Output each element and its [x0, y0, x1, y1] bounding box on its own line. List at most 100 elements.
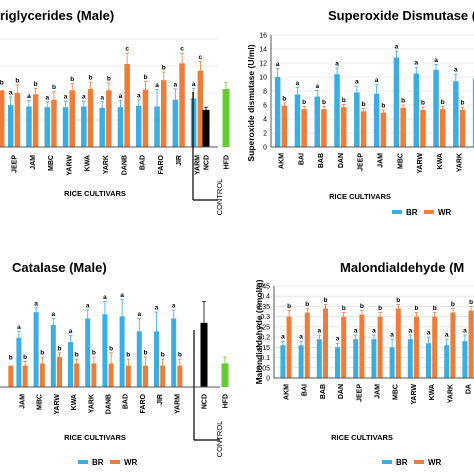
tg-bar-br-yarm — [190, 98, 197, 147]
tg-bar-wr-yark — [106, 90, 112, 147]
mda-legend-label-wr: WR — [428, 458, 442, 467]
tg-bar-br-jeep — [7, 105, 14, 147]
tg-x-tick-bad: BAD — [140, 155, 147, 170]
sod-br-akm-sig-letter: a — [276, 61, 280, 68]
cat-wr-jam-sig-letter: b — [23, 354, 27, 361]
mda-wr-bab-sig-letter: b — [324, 297, 328, 304]
mda-x-tick-kwa: KWA — [429, 384, 436, 400]
tg-bar-wr-jir — [179, 63, 185, 147]
cat-x-tick-jir: JIR — [157, 394, 164, 405]
tg-wr-jam-sig-letter: b — [34, 81, 38, 88]
mda-y-tick-label: 0.45 — [256, 284, 270, 291]
tg-br-kwa-sig-letter: a — [82, 94, 86, 101]
tg-x-tick-kwa: KWA — [85, 155, 92, 171]
cat-br-faro-sig-letter: a — [137, 311, 141, 318]
tg-bar-br-faro — [154, 106, 160, 147]
tg-bar-br-danb — [117, 107, 124, 147]
sod-wr-yarw-sig-letter: b — [421, 100, 425, 107]
mda-legend: BR WR — [382, 458, 442, 467]
tg-bar-wr-kwa — [87, 88, 94, 147]
sod-bar-wr-yarw — [420, 109, 426, 147]
tg-x-tick-ncd: NCD — [204, 155, 211, 170]
mda-x-tick-jeep: JEEP — [356, 384, 363, 402]
cat-bar-br-danb — [102, 314, 108, 387]
cat-bar-wr-jir — [160, 365, 166, 387]
mda-y-axis-title: Malondialdehyde (nmol/g) — [254, 279, 264, 384]
mda-title: Malondialdehyde (M — [340, 260, 464, 275]
sod-br-yark-sig-letter: a — [454, 67, 458, 74]
sod-wr-akm-sig-letter: b — [282, 95, 286, 102]
sod-y-tick-labels: 0 2 4 6 8 10 12 14 16 — [259, 33, 267, 152]
sod-y-axis-title: Superoxide dismutase (U/ml) — [246, 44, 256, 161]
cat-br-bad-sig-letter: a — [120, 292, 124, 299]
cat-legend-swatch-br — [78, 460, 88, 464]
mda-y-tick-label: 0.3 — [260, 314, 270, 321]
cat-x-tick-danb: DANB — [106, 394, 113, 414]
sod-br-jam-sig-letter: a — [375, 77, 379, 84]
cat-bar-wr-faro — [143, 365, 148, 387]
sod-br-yarw-sig-letter: a — [414, 60, 418, 67]
cat-br-yarm-sig-letter: a — [172, 302, 176, 309]
sod-x-tick-mbc: MBC — [397, 153, 404, 169]
tg-wr-bad-sig-letter: b — [143, 74, 147, 81]
panel-superoxide-dismutase: Superoxide Dismutase ( Superoxide dismut… — [246, 8, 474, 217]
sod-bar-br-dan — [334, 74, 340, 147]
cat-bar-wr-yarm — [177, 365, 183, 387]
cat-title: Catalase (Male) — [12, 260, 107, 275]
tg-br-danb-sig-letter: a — [119, 93, 123, 100]
sod-bar-br-bai — [294, 94, 301, 147]
cat-wr-kwa-sig-letter: b — [75, 352, 79, 359]
mda-bar-br-yark — [444, 345, 450, 378]
tg-title: riglycerides (Male) — [0, 8, 114, 23]
tg-bar-wr-mbc — [51, 99, 57, 147]
sod-bar-br-yarw — [413, 73, 419, 147]
mda-x-tick-labels: AKM BAI BAB DAN JEEP JAM MBC YARW KWA YARK DA — [284, 384, 473, 405]
tg-br-faro-sig-letter: a — [155, 82, 159, 89]
cat-br-danb-sig-letter: a — [103, 294, 107, 301]
mda-wr-da-sig-letter: b — [469, 299, 473, 306]
mda-x-axis-title: RICE CULTIVARS — [331, 433, 393, 442]
cat-bar-wr-bad — [125, 365, 131, 387]
tg-bar-br-kwa — [81, 106, 87, 147]
tg-br-mbc-sig-letter: a — [45, 94, 49, 101]
cat-x-tick-hfd: HFD — [223, 394, 230, 408]
sod-y-tick-label: 16 — [259, 33, 267, 40]
sod-x-tick-jam: JAM — [378, 153, 385, 168]
sod-y-tick-label: 4 — [263, 117, 267, 124]
sod-x-tick-jeep: JEEP — [358, 153, 365, 171]
sod-br-jeep-sig-letter: a — [355, 79, 359, 86]
tg-wr-yarm-sig-letter: c — [199, 54, 203, 61]
mda-legend-swatch-br — [382, 460, 392, 464]
tg-bar-wr-bad — [142, 89, 149, 147]
tg-bar-hfd — [222, 88, 230, 147]
panel-triglycerides: riglycerides (Male) abababababababacabab… — [0, 8, 231, 215]
sod-bar-wr-jam — [380, 112, 387, 147]
tg-x-tick-mbc: MBC — [48, 155, 55, 171]
mda-br-dan-sig-letter: a — [336, 336, 340, 343]
tg-br-jeep-sig-letter: a — [9, 90, 13, 97]
mda-x-tick-yarw: YARW — [411, 384, 418, 405]
tg-wr-mbc-sig-letter: b — [52, 84, 56, 91]
mda-br-mbc-sig-letter: a — [390, 332, 394, 339]
tg-partial-wr-sig-letter: b — [0, 79, 4, 86]
sod-legend: BR WR — [392, 208, 452, 217]
cat-x-tick-faro: FARO — [140, 393, 147, 413]
cat-bar-ncd — [200, 322, 208, 387]
sod-x-axis-title: RICE CULTIVARS — [329, 192, 391, 201]
mda-wr-jeep-sig-letter: b — [360, 303, 364, 310]
tg-x-tick-faro: FARO — [158, 154, 165, 174]
cat-wr-bad-sig-letter: b — [126, 352, 130, 359]
tg-bar-br-yarw — [62, 107, 69, 147]
sod-bar-br-kwa — [433, 70, 439, 147]
tg-bar-ncd — [202, 109, 210, 147]
mda-y-tick-label: 0.1 — [260, 355, 270, 362]
tg-x-tick-labels: JEEP JAM MBC YARW KWA YARK DANB BAD FARO JIR YARM N… — [12, 154, 231, 175]
tg-bar-br-bad — [136, 105, 142, 147]
mda-wr-jam-sig-letter: b — [378, 305, 382, 312]
tg-x-tick-jeep: JEEP — [12, 155, 19, 173]
sod-bar-br-bab — [314, 96, 320, 147]
mda-bar-br-dan — [335, 347, 340, 378]
cat-bars: b a b a b a b a b a b a b a b a b a b a b — [8, 292, 229, 387]
